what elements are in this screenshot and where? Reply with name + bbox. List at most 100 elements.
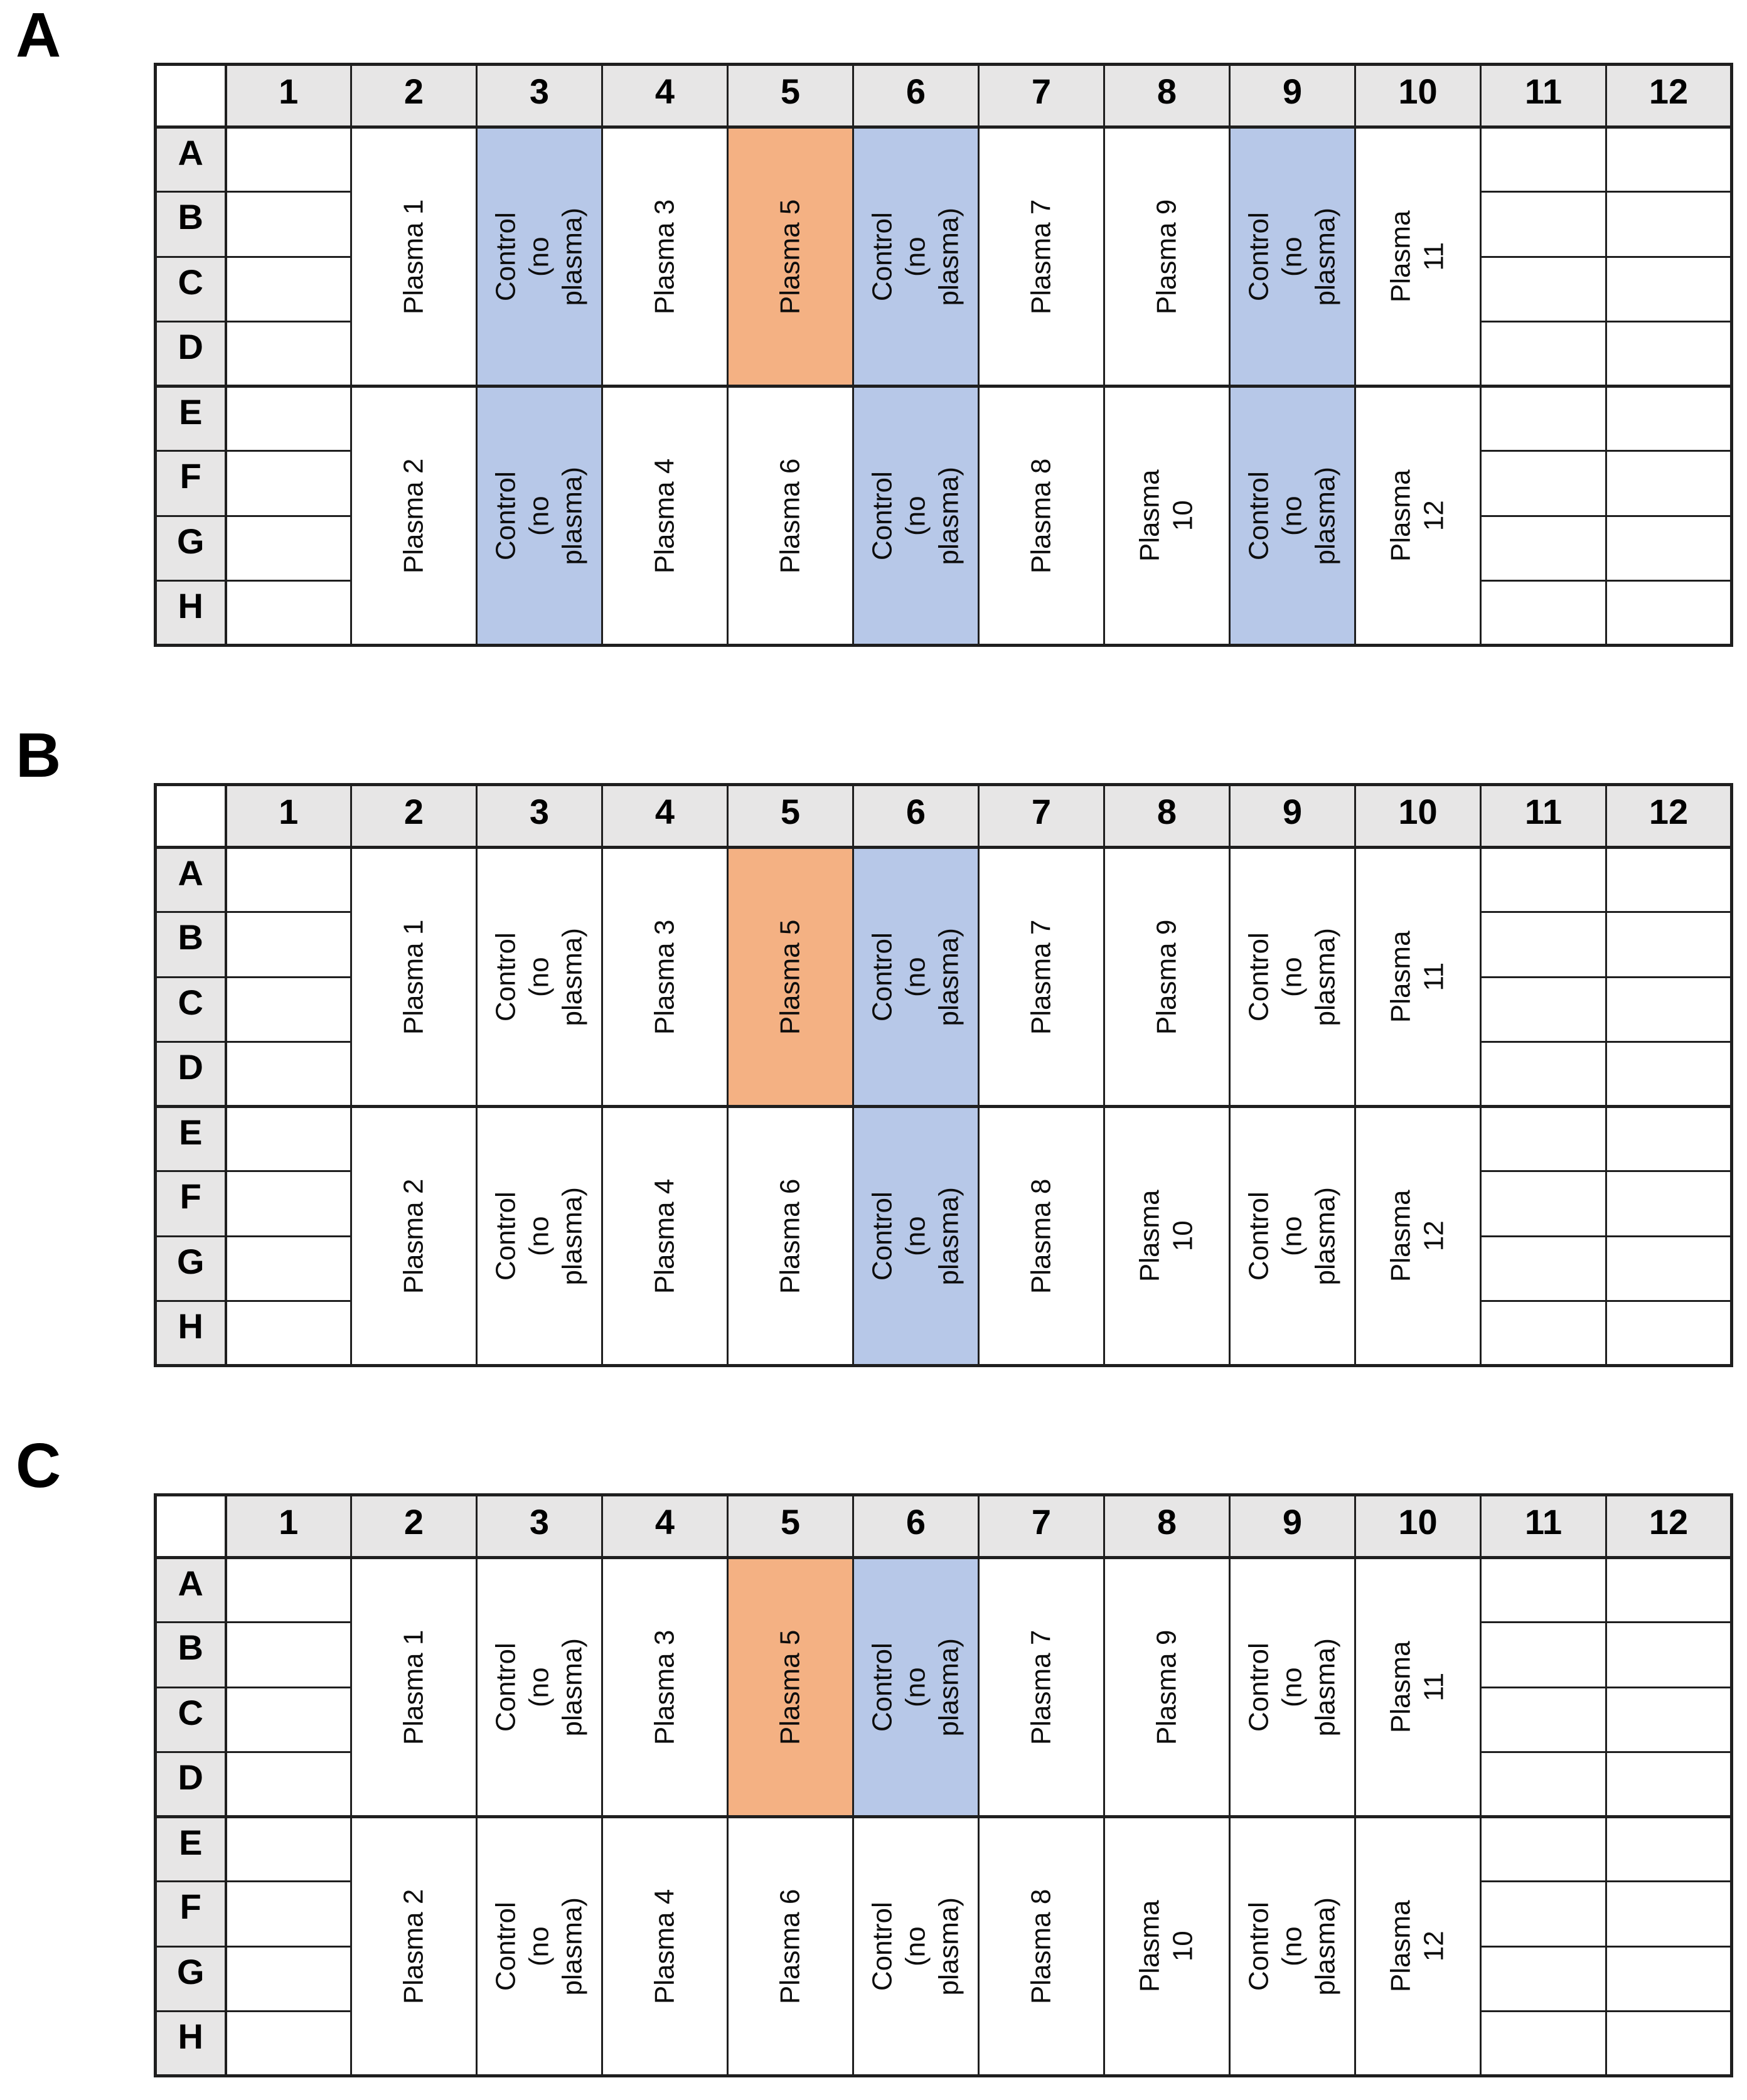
sample-label: Plasma 6 xyxy=(774,1178,806,1294)
row-header: H xyxy=(154,579,227,647)
table-row: E Plasma 2 Control (no plasma) Plasma 4 Plas… xyxy=(154,1815,1733,2077)
control-block: Control (no plasma) xyxy=(852,126,980,388)
sample-block: Plasma 5 xyxy=(727,1557,854,1818)
well-cell xyxy=(1605,1880,1733,1948)
well-cell xyxy=(1480,1556,1607,1624)
column-header: 8 xyxy=(1103,784,1231,849)
control-block: Control (no plasma) xyxy=(476,846,603,1108)
control-block: Control (no plasma) xyxy=(476,126,603,388)
table-row: A Plasma 1 Control (no plasma) Plasma 3 Plas… xyxy=(154,125,1733,388)
sample-label: Plasma 11 xyxy=(1385,210,1450,303)
well-cell xyxy=(1480,255,1607,322)
panel-label: C xyxy=(16,1431,62,1501)
well-cell xyxy=(1605,1556,1733,1624)
column-header: 8 xyxy=(1103,1494,1231,1559)
sample-label: Plasma 1 xyxy=(398,919,429,1035)
sample-label: Plasma 4 xyxy=(649,1178,680,1294)
row-header: D xyxy=(154,1751,227,1819)
well-cell xyxy=(1605,1040,1733,1109)
row-header: F xyxy=(154,1170,227,1237)
column-header: 11 xyxy=(1480,63,1607,129)
well-cell xyxy=(225,255,352,322)
row-header: H xyxy=(154,2010,227,2077)
row-header: F xyxy=(154,450,227,517)
column-header: 5 xyxy=(727,63,854,129)
well-cell xyxy=(225,1040,352,1109)
well-cell xyxy=(1480,1880,1607,1948)
well-cell xyxy=(1605,1235,1733,1302)
well-cell xyxy=(1605,125,1733,193)
control-block: Control (no plasma) xyxy=(476,1815,603,2077)
table-row: D xyxy=(154,1751,1733,1819)
sample-block: Plasma 12 xyxy=(1354,385,1482,646)
table-row: F xyxy=(154,1880,1733,1948)
column-header: 9 xyxy=(1229,1494,1356,1559)
well-cell xyxy=(225,1686,352,1753)
control-label: Control (no plasma) xyxy=(867,927,964,1026)
row-header: A xyxy=(154,1556,227,1624)
table-row: B xyxy=(154,911,1733,978)
well-cell xyxy=(1480,579,1607,647)
table-row: H xyxy=(154,1299,1733,1367)
sample-block: Plasma 1 xyxy=(350,126,478,388)
sample-label: Plasma 5 xyxy=(774,199,806,314)
column-header: 2 xyxy=(350,63,478,129)
sample-label: Plasma 10 xyxy=(1134,1900,1199,1993)
sample-block: Plasma 7 xyxy=(978,846,1105,1108)
well-cell xyxy=(1480,1751,1607,1819)
column-header: 8 xyxy=(1103,63,1231,129)
sample-label: Plasma 2 xyxy=(398,458,429,573)
control-label: Control (no plasma) xyxy=(490,927,587,1026)
well-cell xyxy=(225,911,352,978)
sample-block: Plasma 8 xyxy=(978,385,1105,646)
column-header: 6 xyxy=(852,1494,980,1559)
well-cell xyxy=(1480,514,1607,582)
sample-label: Plasma 11 xyxy=(1385,1641,1450,1734)
sample-block: Plasma 10 xyxy=(1103,1105,1231,1367)
well-cell xyxy=(1480,911,1607,978)
sample-block: Plasma 12 xyxy=(1354,1815,1482,2077)
well-cell xyxy=(1480,450,1607,517)
control-label: Control (no plasma) xyxy=(1243,927,1340,1026)
well-cell xyxy=(1605,384,1733,452)
table-row: G xyxy=(154,1235,1733,1302)
sample-block: Plasma 5 xyxy=(727,846,854,1108)
panel-label: B xyxy=(16,720,62,791)
well-cell xyxy=(1605,579,1733,647)
control-label: Control (no plasma) xyxy=(867,1638,964,1737)
sample-block: Plasma 4 xyxy=(601,1105,729,1367)
column-header: 5 xyxy=(727,784,854,849)
sample-block: Plasma 4 xyxy=(601,385,729,646)
sample-label: Plasma 2 xyxy=(398,1889,429,2004)
sample-label: Plasma 7 xyxy=(1025,919,1057,1035)
table-row: B xyxy=(154,191,1733,258)
well-cell xyxy=(1480,320,1607,388)
column-header: 4 xyxy=(601,784,729,849)
well-cell xyxy=(1480,1621,1607,1688)
corner-cell xyxy=(154,1494,227,1559)
sample-label: Plasma 12 xyxy=(1385,469,1450,562)
sample-block: Plasma 4 xyxy=(601,1815,729,2077)
well-cell xyxy=(1605,320,1733,388)
sample-block: Plasma 6 xyxy=(727,1105,854,1367)
column-header: 1 xyxy=(225,63,352,129)
well-cell xyxy=(1605,255,1733,322)
well-cell xyxy=(1480,1815,1607,1883)
table-row: C xyxy=(154,976,1733,1043)
well-cell xyxy=(225,1751,352,1819)
column-header: 10 xyxy=(1354,63,1482,129)
column-header: 12 xyxy=(1605,63,1733,129)
sample-block: Plasma 11 xyxy=(1354,846,1482,1108)
column-header: 3 xyxy=(476,1494,603,1559)
row-header: H xyxy=(154,1299,227,1367)
panel-label: A xyxy=(16,0,62,70)
well-cell xyxy=(1605,1104,1733,1173)
column-header: 4 xyxy=(601,63,729,129)
well-cell xyxy=(225,1880,352,1948)
row-header: A xyxy=(154,846,227,914)
table-row: E Plasma 2 Control (no plasma) Plasma 4 Plas… xyxy=(154,384,1733,646)
well-cell xyxy=(1480,1170,1607,1237)
control-label: Control (no plasma) xyxy=(490,1897,587,1996)
table-row: E Plasma 2 Control (no plasma) Plasma 4 Plas… xyxy=(154,1104,1733,1367)
